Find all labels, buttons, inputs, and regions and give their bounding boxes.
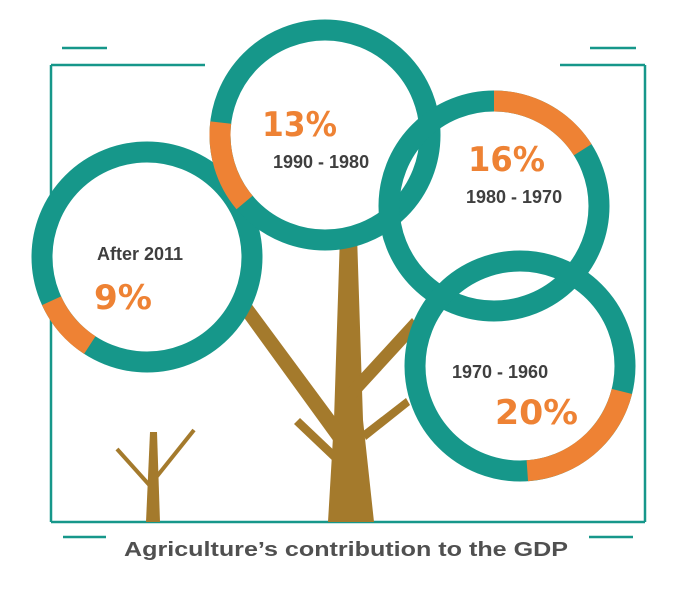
- period-label-after-2011: After 2011: [97, 244, 183, 264]
- donut-rings: [31, 19, 636, 482]
- chart-title: Agriculture’s contribution to the GDP: [124, 539, 568, 561]
- ring-after-2011: [31, 141, 263, 373]
- sapling-illustration: [115, 428, 196, 522]
- share-arc-1970-1960: [526, 388, 633, 482]
- tree-branch-left: [240, 302, 352, 450]
- share-label-after-2011: 9%: [94, 278, 152, 318]
- sapling-branch-right: [152, 428, 196, 482]
- period-label-1970-1960: 1970 - 1960: [452, 362, 548, 382]
- share-label-1980-1970: 16%: [468, 140, 545, 180]
- sapling-branch-left: [115, 447, 154, 490]
- share-label-1990-1980: 13%: [262, 105, 337, 145]
- tree-branch-right: [346, 318, 420, 400]
- share-arc-after-2011: [41, 296, 96, 354]
- period-label-1990-1980: 1990 - 1980: [273, 152, 369, 172]
- sapling-stem: [146, 432, 160, 522]
- tree-illustration: [240, 235, 420, 522]
- tree-twig-right: [362, 398, 410, 440]
- share-arc-1990-1980: [209, 121, 253, 210]
- ring-1970-1960: [404, 250, 636, 482]
- tree-trunk: [328, 235, 374, 522]
- share-label-1970-1960: 20%: [495, 393, 578, 433]
- share-arc-1980-1970: [493, 90, 592, 156]
- period-label-1980-1970: 1980 - 1970: [466, 187, 562, 207]
- tree-twig-left: [294, 418, 340, 462]
